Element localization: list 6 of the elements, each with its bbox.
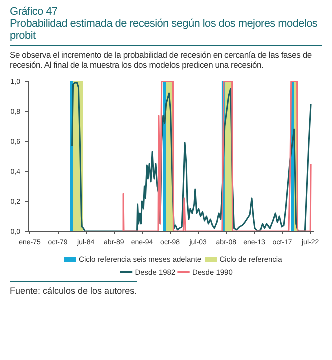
text: Se observa el incremento de la probabilidad de recesión en cercanía de las fases de recesión. Al final de la muestra los dos modelos predicen una recesión.: [10, 50, 313, 70]
chart-subtitle: Probabilidad estimada de recesión según los dos mejores modelos probit: [10, 18, 318, 42]
chart-title: Gráfico 47: [10, 6, 58, 18]
line-series: [122, 82, 312, 232]
line-series: [72, 82, 312, 232]
source-note: Fuente: cálculos de los autores.: [10, 285, 138, 298]
